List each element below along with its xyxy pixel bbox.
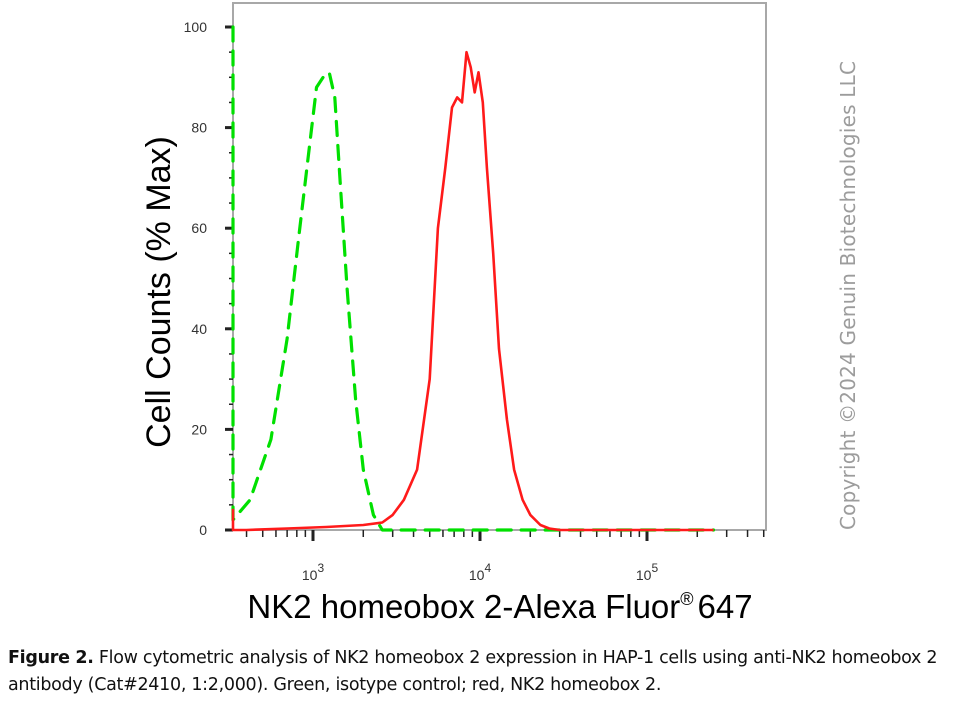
x-tick-label: 104 [469, 561, 492, 583]
y-tick-label: 80 [191, 120, 207, 136]
y-axis-label: Cell Counts (% Max) [140, 136, 178, 448]
registered-mark: ® [680, 589, 694, 609]
x-axis-ticks [245, 530, 765, 541]
figure-caption: Figure 2. Flow cytometric analysis of NK… [8, 645, 978, 699]
nk2-homeobox-2-curve [231, 50, 714, 532]
x-axis-tick-labels: 103 104 105 [302, 561, 659, 583]
y-tick-label: 100 [184, 19, 208, 35]
copyright-watermark: Copyright ©2024 Genuin Biotechnologies L… [836, 60, 860, 530]
x-axis-label: NK2 homeobox 2-Alexa Fluor® 647 [200, 588, 800, 626]
x-tick-label: 103 [302, 561, 325, 583]
y-tick-label: 40 [191, 321, 207, 337]
x-axis-label-main: NK2 homeobox 2-Alexa Fluor [247, 588, 681, 625]
isotype-control-curve [231, 25, 716, 532]
y-tick-label: 60 [191, 220, 207, 236]
y-tick-label: 20 [191, 421, 207, 437]
plot-frame [232, 2, 767, 531]
y-tick-label: 0 [199, 522, 207, 538]
y-axis-tick-labels: 0 20 40 60 80 100 [184, 19, 208, 538]
figure-caption-text: Flow cytometric analysis of NK2 homeobox… [8, 648, 938, 695]
figure-label: Figure 2. [8, 648, 94, 668]
x-tick-label: 105 [636, 561, 659, 583]
x-axis-label-tail: 647 [697, 588, 753, 625]
